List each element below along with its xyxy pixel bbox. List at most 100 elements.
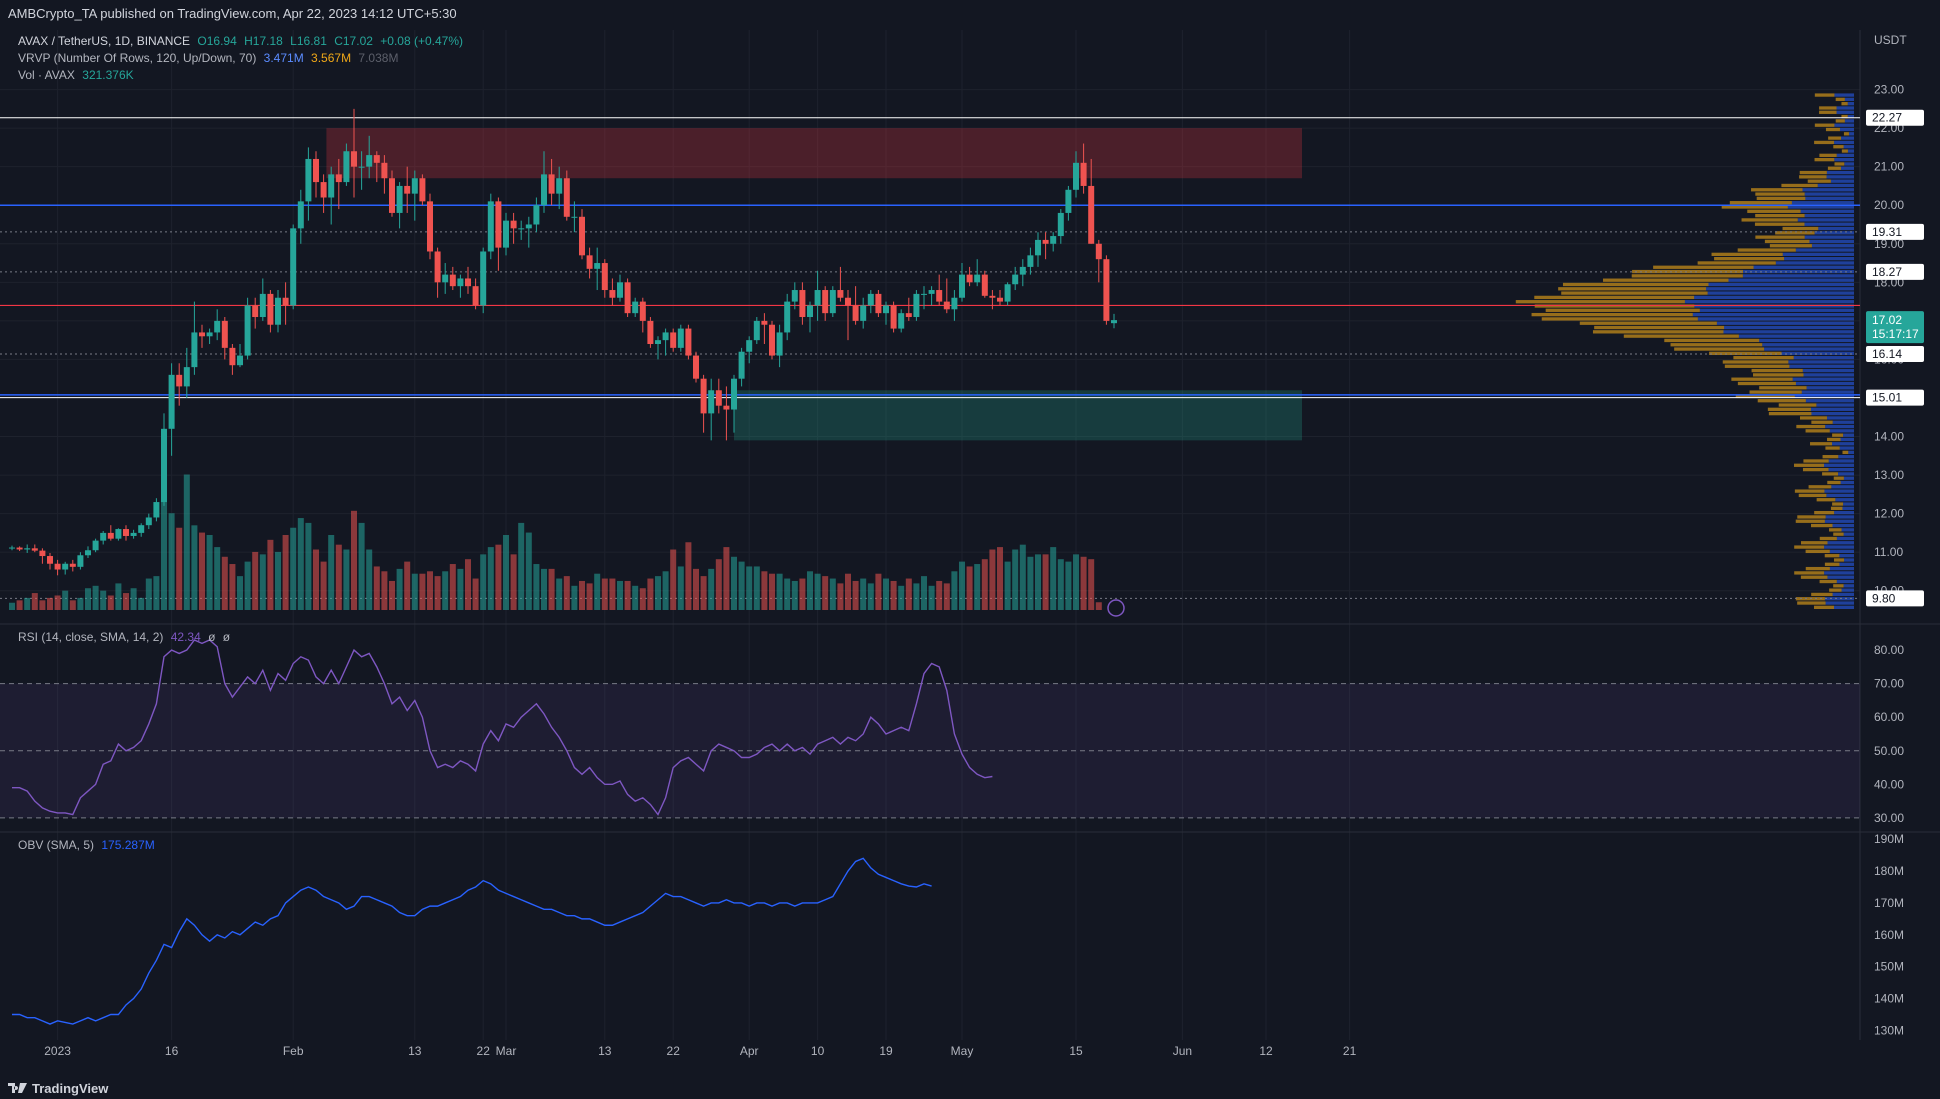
vp-row-up-79 — [1753, 265, 1854, 269]
vp-row-down-75 — [1562, 282, 1709, 287]
vp-row-up-67 — [1697, 317, 1854, 321]
vp-row-up-84 — [1811, 244, 1854, 248]
candle-body-32 — [252, 305, 259, 318]
candle-body-3 — [31, 548, 38, 551]
volume-bar-53 — [411, 573, 418, 610]
volume-bar-89 — [685, 542, 692, 610]
candle-body-102 — [784, 301, 791, 333]
vp-row-down-68 — [1531, 312, 1693, 317]
candle-body-144 — [1103, 259, 1110, 321]
price-tick-3: 20.00 — [1874, 198, 1904, 212]
volume-bar-133 — [1019, 544, 1026, 610]
vp-row-down-11 — [1833, 558, 1844, 562]
vp-row-down-99 — [1807, 179, 1831, 183]
vp-row-up-91 — [1804, 213, 1854, 218]
rsi-tick-2: 60.00 — [1874, 710, 1904, 724]
volume-bar-43 — [335, 544, 342, 610]
symbol-legend[interactable]: AVAX / TetherUS, 1D, BINANCE O16.94 H17.… — [18, 34, 467, 48]
candle-body-15 — [123, 529, 129, 536]
volume-bar-23 — [183, 474, 190, 610]
volume-bar-41 — [320, 561, 327, 610]
vp-row-down-110 — [1843, 132, 1849, 136]
vrvp-legend[interactable]: VRVP (Number Of Rows, 120, Up/Down, 70) … — [18, 51, 402, 65]
volume-bar-130 — [997, 547, 1003, 610]
volume-bar-62 — [480, 554, 487, 610]
candle-body-18 — [145, 517, 152, 526]
candle-body-9 — [77, 555, 84, 567]
candle-body-17 — [138, 525, 145, 533]
volume-bar-103 — [791, 580, 798, 610]
vp-row-up-48 — [1805, 399, 1854, 403]
candle-body-42 — [328, 174, 335, 198]
volume-bar-126 — [966, 566, 973, 610]
volume-bar-135 — [1035, 554, 1041, 610]
obv-legend[interactable]: OBV (SMA, 5) 175.287M — [18, 838, 159, 852]
volume-bar-73 — [563, 576, 570, 610]
vp-row-down-90 — [1741, 218, 1798, 222]
candle-body-101 — [776, 332, 783, 356]
vp-row-down-108 — [1814, 140, 1835, 145]
vp-row-up-88 — [1818, 226, 1854, 231]
vp-row-up-39 — [1840, 437, 1854, 442]
vp-row-down-8 — [1794, 571, 1825, 575]
volume-bar-1 — [16, 600, 23, 610]
volume-bar-77 — [594, 573, 601, 610]
volume-bar-113 — [867, 583, 874, 610]
vp-row-up-102 — [1840, 166, 1854, 170]
vp-row-up-103 — [1844, 162, 1854, 166]
rsi-legend[interactable]: RSI (14, close, SMA, 14, 2) 42.34 ø ø — [18, 630, 234, 644]
candle-body-53 — [411, 178, 418, 194]
price-labels: 22.27 19.31 18.27 16.14 15.01 9.80 17.0215:17:… — [1866, 109, 1924, 607]
candle-body-74 — [571, 216, 578, 218]
vp-row-down-88 — [1782, 226, 1819, 231]
candlestick-series[interactable] — [9, 108, 1125, 617]
candle-body-97 — [746, 340, 753, 352]
candle-body-89 — [685, 328, 692, 356]
volume-bar-109 — [837, 583, 844, 610]
vp-row-up-42 — [1825, 424, 1854, 429]
candle-body-129 — [989, 295, 996, 298]
vp-row-up-73 — [1707, 291, 1854, 295]
volume-bar-33 — [259, 554, 266, 610]
date-tick-2: Feb — [283, 1044, 304, 1058]
candle-body-119 — [913, 293, 920, 318]
volume-bar-115 — [883, 578, 889, 610]
rsi-tick-1: 70.00 — [1874, 677, 1904, 691]
vp-row-down-31 — [1822, 472, 1839, 476]
volume-bar-65 — [503, 535, 509, 610]
vp-row-down-114 — [1841, 114, 1848, 119]
date-tick-6: 13 — [598, 1044, 612, 1058]
vp-row-up-46 — [1810, 407, 1854, 411]
vp-row-up-117 — [1847, 102, 1854, 106]
rsi-value: 42.34 — [170, 630, 201, 644]
vp-row-down-84 — [1769, 244, 1812, 248]
price-tick-10: 13.00 — [1874, 468, 1904, 482]
vp-row-up-108 — [1834, 140, 1854, 145]
level-badge-5 — [1866, 590, 1924, 607]
vp-row-down-102 — [1827, 166, 1841, 170]
price-tick-12: 11.00 — [1874, 545, 1903, 559]
vp-row-up-113 — [1844, 119, 1854, 123]
candle-body-28 — [221, 320, 228, 348]
vp-row-down-69 — [1545, 308, 1700, 312]
volume-bar-36 — [282, 535, 289, 610]
volume-bar-70 — [541, 568, 547, 610]
volume-legend[interactable]: Vol · AVAX 321.376K — [18, 68, 138, 82]
vp-row-up-94 — [1791, 201, 1854, 205]
vp-row-down-72 — [1534, 295, 1695, 300]
vp-row-up-92 — [1800, 209, 1854, 213]
volume-bar-114 — [875, 573, 882, 610]
vp-row-up-81 — [1784, 257, 1854, 261]
volume-bar-52 — [404, 561, 411, 610]
vp-row-down-27 — [1794, 489, 1825, 493]
volume-bar-31 — [244, 561, 251, 610]
vp-row-up-66 — [1716, 321, 1854, 325]
vp-row-down-16 — [1819, 536, 1837, 541]
date-tick-8: Apr — [740, 1044, 759, 1058]
vp-row-down-78 — [1632, 269, 1744, 274]
candle-body-67 — [518, 228, 525, 230]
candle-body-83 — [639, 301, 646, 321]
level-label-1: 19.31 — [1872, 225, 1902, 239]
volume-bar-45 — [351, 510, 357, 610]
